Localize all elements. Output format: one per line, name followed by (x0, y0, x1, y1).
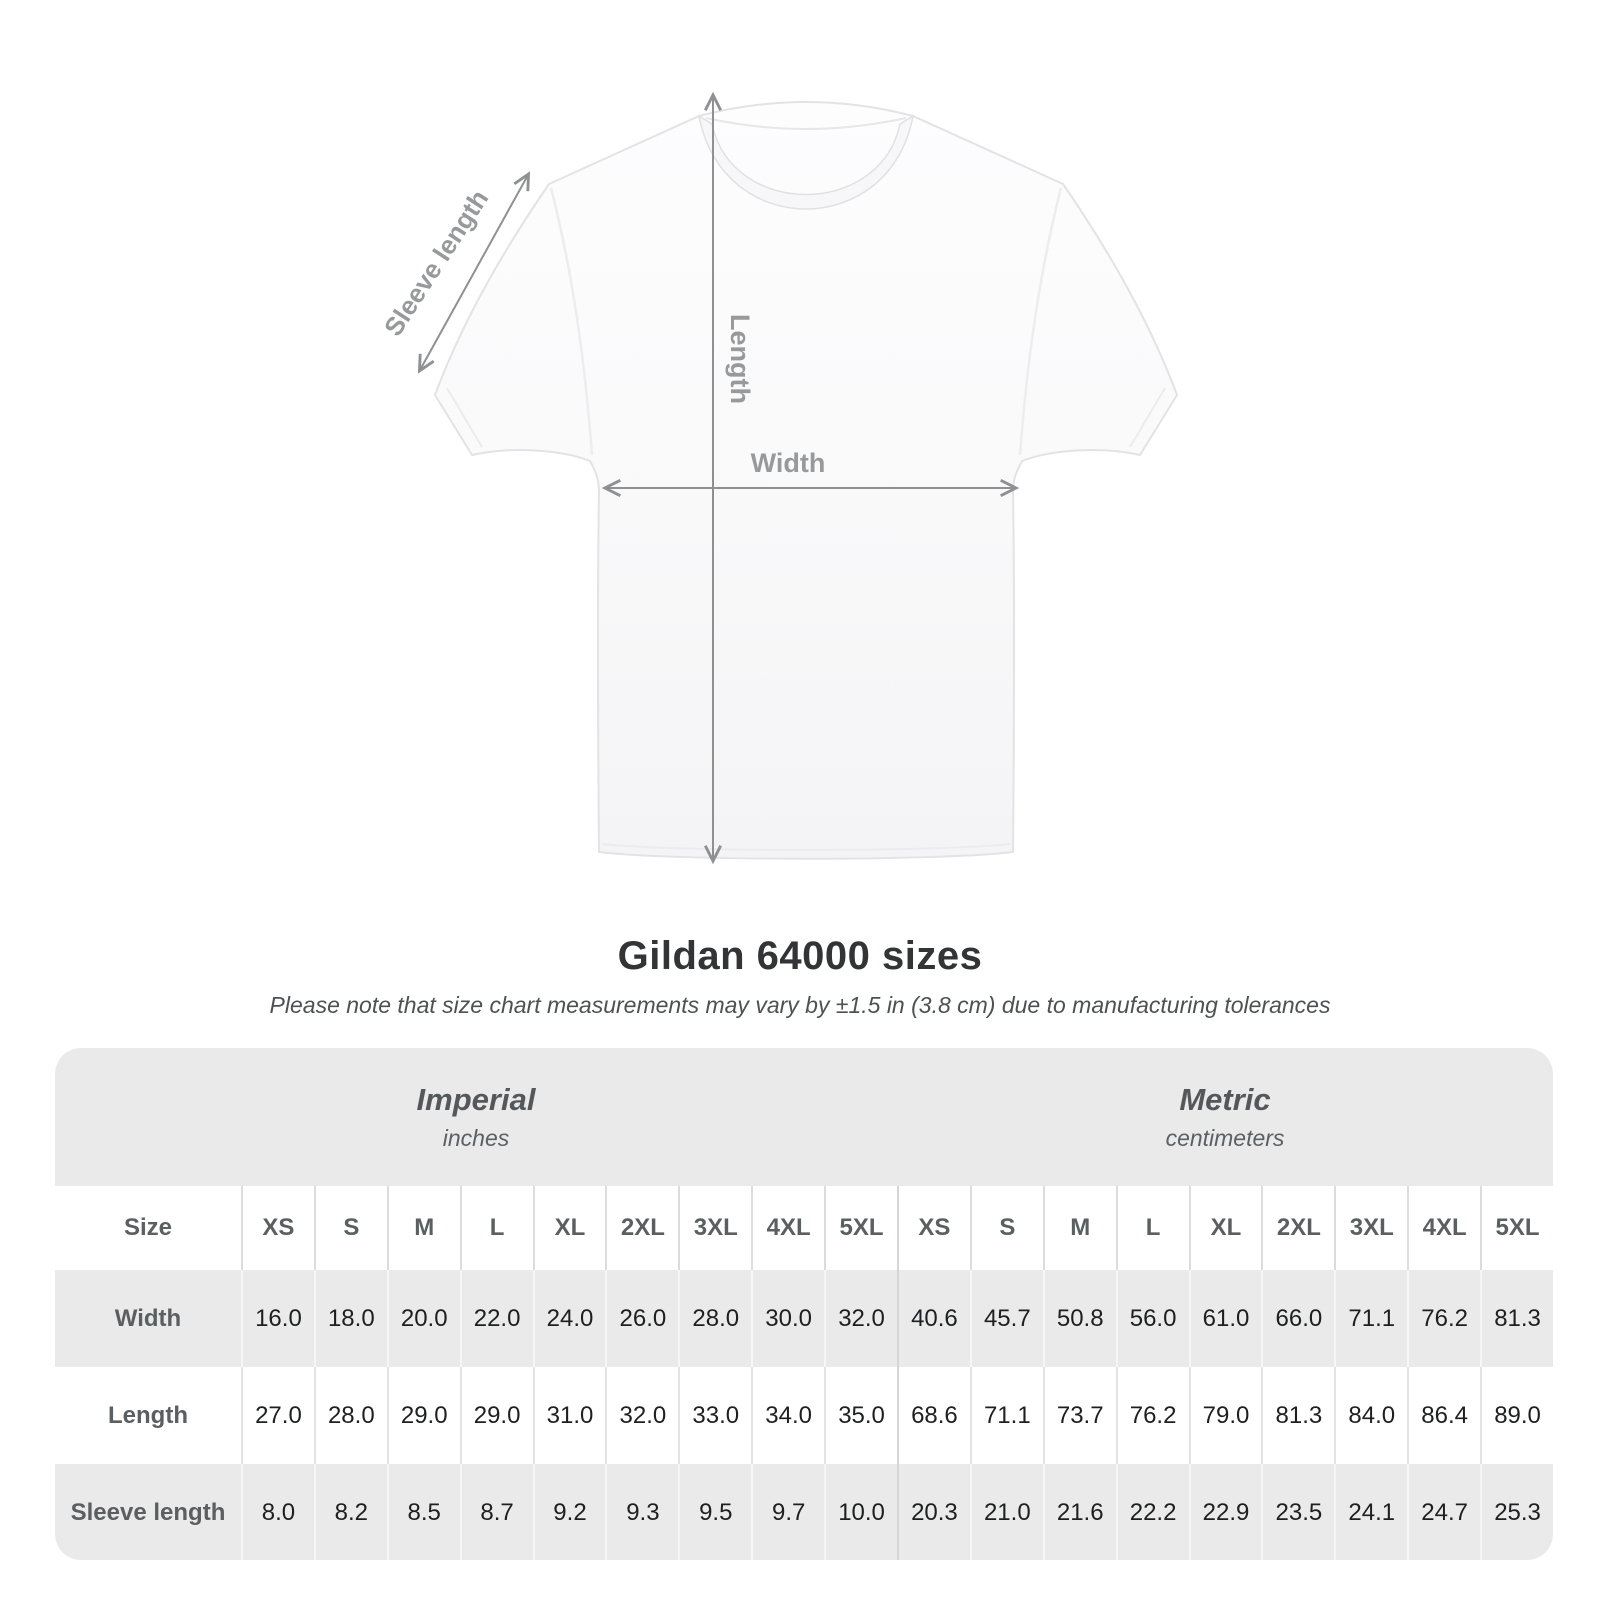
value-cell-metric-5xl: 89.0 (1480, 1367, 1553, 1464)
metric-label: Metric (1179, 1082, 1271, 1117)
size-header-imperial-xl: XL (532, 1186, 606, 1270)
row-label: Width (114, 1304, 182, 1332)
width-label: Width (751, 448, 826, 478)
measurement-row-width: Width 16.0 18.0 20.0 22.0 24.0 26.0 28.0 30.0 32.… (55, 1270, 1553, 1367)
size-header-imperial-2xl: 2XL (605, 1186, 678, 1270)
value-cell-metric-m: 73.7 (1042, 1367, 1116, 1464)
size-header-imperial-4xl: 4XL (751, 1186, 824, 1270)
page-title: Gildan 64000 sizes (617, 934, 983, 978)
metric-unit-label: centimeters (1165, 1125, 1285, 1151)
tshirt-graphic (434, 101, 1178, 860)
value-cell-imperial-xl: 9.2 (532, 1464, 606, 1560)
collar (697, 114, 915, 210)
value-cell-imperial-l: 22.0 (459, 1270, 533, 1367)
size-header-metric-5xl: 5XL (1480, 1186, 1553, 1270)
size-column-header: Size (123, 1214, 173, 1241)
value-cell-imperial-xl: 31.0 (532, 1367, 606, 1464)
size-header-imperial-xs: XS (241, 1186, 314, 1270)
imperial-unit-label: inches (442, 1125, 510, 1151)
length-label: Length (725, 314, 755, 404)
value-cell-metric-l: 76.2 (1115, 1367, 1189, 1464)
value-cell-metric-xl: 79.0 (1188, 1367, 1262, 1464)
size-header-imperial-3xl: 3XL (678, 1186, 751, 1270)
sleeve-length-arrow (417, 171, 531, 374)
row-label: Length (108, 1401, 188, 1429)
value-cell-imperial-m: 8.5 (386, 1464, 460, 1560)
row-label: Sleeve length (70, 1498, 226, 1526)
value-cell-metric-s: 45.7 (969, 1270, 1043, 1367)
value-cell-imperial-m: 29.0 (386, 1367, 460, 1464)
metric-section-header: Metric centimeters (897, 1048, 1553, 1186)
value-cell-imperial-3xl: 33.0 (678, 1367, 751, 1464)
value-cell-metric-2xl: 66.0 (1261, 1270, 1334, 1367)
value-cell-imperial-2xl: 26.0 (605, 1270, 678, 1367)
value-cell-imperial-m: 20.0 (386, 1270, 460, 1367)
value-cell-metric-3xl: 24.1 (1334, 1464, 1407, 1560)
value-cell-imperial-3xl: 28.0 (678, 1270, 751, 1367)
size-header-metric-m: M (1042, 1186, 1116, 1270)
value-cell-imperial-s: 18.0 (313, 1270, 387, 1367)
size-table: Imperial inches Metric centimeters Size … (55, 1048, 1553, 1560)
value-cell-metric-3xl: 71.1 (1334, 1270, 1407, 1367)
value-cell-imperial-3xl: 9.5 (678, 1464, 751, 1560)
value-cell-imperial-xs: 8.0 (241, 1464, 314, 1560)
value-cell-metric-l: 22.2 (1115, 1464, 1189, 1560)
size-header-metric-2xl: 2XL (1261, 1186, 1334, 1270)
value-cell-metric-xl: 61.0 (1188, 1270, 1262, 1367)
value-cell-metric-5xl: 25.3 (1480, 1464, 1553, 1560)
value-cell-metric-xs: 40.6 (896, 1270, 970, 1367)
tshirt-diagram: Sleeve length Length Width (378, 91, 1178, 865)
size-header-metric-xs: XS (896, 1186, 970, 1270)
size-header-metric-xl: XL (1188, 1186, 1262, 1270)
size-header-metric-3xl: 3XL (1334, 1186, 1407, 1270)
value-cell-imperial-l: 29.0 (459, 1367, 533, 1464)
value-cell-metric-4xl: 86.4 (1407, 1367, 1480, 1464)
size-header-metric-l: L (1115, 1186, 1189, 1270)
value-cell-imperial-xs: 16.0 (241, 1270, 314, 1367)
size-header-imperial-m: M (386, 1186, 460, 1270)
value-cell-metric-l: 56.0 (1115, 1270, 1189, 1367)
value-cell-metric-xl: 22.9 (1188, 1464, 1262, 1560)
size-header-imperial-5xl: 5XL (824, 1186, 897, 1270)
imperial-label: Imperial (416, 1082, 536, 1117)
value-cell-metric-s: 71.1 (969, 1367, 1043, 1464)
value-cell-metric-s: 21.0 (969, 1464, 1043, 1560)
value-cell-metric-5xl: 81.3 (1480, 1270, 1553, 1367)
value-cell-imperial-5xl: 32.0 (824, 1270, 897, 1367)
value-cell-imperial-5xl: 35.0 (824, 1367, 897, 1464)
value-cell-imperial-4xl: 9.7 (751, 1464, 824, 1560)
measurement-row-length: Length 27.0 28.0 29.0 29.0 31.0 32.0 33.0 34.0 35… (55, 1367, 1553, 1464)
value-cell-metric-m: 21.6 (1042, 1464, 1116, 1560)
size-header-metric-s: S (969, 1186, 1043, 1270)
value-cell-imperial-l: 8.7 (459, 1464, 533, 1560)
value-cell-imperial-4xl: 30.0 (751, 1270, 824, 1367)
value-cell-imperial-4xl: 34.0 (751, 1367, 824, 1464)
imperial-section-header: Imperial inches (55, 1048, 897, 1186)
measurement-row-sleeve-length: Sleeve length 8.0 8.2 8.5 8.7 9.2 9.3 9.5 9.7 10.… (55, 1464, 1553, 1560)
value-cell-imperial-s: 28.0 (313, 1367, 387, 1464)
size-header-metric-4xl: 4XL (1407, 1186, 1480, 1270)
value-cell-metric-2xl: 23.5 (1261, 1464, 1334, 1560)
size-header-imperial-l: L (459, 1186, 533, 1270)
value-cell-metric-xs: 68.6 (896, 1367, 970, 1464)
value-cell-metric-2xl: 81.3 (1261, 1367, 1334, 1464)
value-cell-imperial-s: 8.2 (313, 1464, 387, 1560)
value-cell-metric-3xl: 84.0 (1334, 1367, 1407, 1464)
value-cell-imperial-5xl: 10.0 (824, 1464, 897, 1560)
value-cell-metric-4xl: 24.7 (1407, 1464, 1480, 1560)
tolerance-note: Please note that size chart measurements… (269, 992, 1331, 1018)
size-header-imperial-s: S (313, 1186, 387, 1270)
value-cell-imperial-2xl: 32.0 (605, 1367, 678, 1464)
value-cell-metric-m: 50.8 (1042, 1270, 1116, 1367)
value-cell-imperial-xs: 27.0 (241, 1367, 314, 1464)
value-cell-metric-4xl: 76.2 (1407, 1270, 1480, 1367)
value-cell-imperial-xl: 24.0 (532, 1270, 606, 1367)
value-cell-metric-xs: 20.3 (896, 1464, 970, 1560)
unit-header-row: Imperial inches Metric centimeters (55, 1048, 1553, 1186)
value-cell-imperial-2xl: 9.3 (605, 1464, 678, 1560)
size-header-row: Size XS S M L XL 2XL 3XL 4XL 5XL XS S M L XL 2XL 3XL 4XL… (55, 1186, 1553, 1270)
